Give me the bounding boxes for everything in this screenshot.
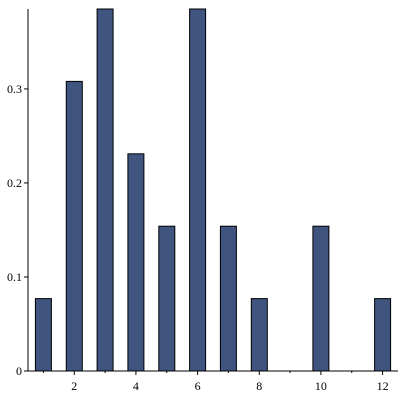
bar-4	[127, 153, 145, 372]
bar-6	[189, 8, 207, 372]
y-tick-label: 0	[16, 364, 22, 378]
y-tick-label: 0.1	[7, 270, 22, 284]
x-tick-label: 12	[377, 379, 389, 393]
bar-12	[374, 298, 392, 372]
bar-8	[250, 298, 268, 372]
bar-1	[34, 298, 52, 372]
bar-3	[96, 8, 114, 372]
bar-5	[158, 225, 176, 372]
x-tick-label: 8	[256, 379, 262, 393]
bar-2	[65, 80, 83, 372]
bar-10	[312, 225, 330, 372]
y-tick-label: 0.3	[7, 82, 22, 96]
bars-group	[34, 8, 393, 372]
x-tick-label: 10	[315, 379, 327, 393]
x-tick-label: 6	[195, 379, 201, 393]
x-tick-label: 4	[133, 379, 139, 393]
bar-7	[219, 225, 237, 372]
y-tick-label: 0.2	[7, 176, 22, 190]
x-tick-label: 2	[71, 379, 77, 393]
axes-group: 0 0.1 0.2 0.3 2 4 6 8 10 12	[7, 9, 398, 393]
